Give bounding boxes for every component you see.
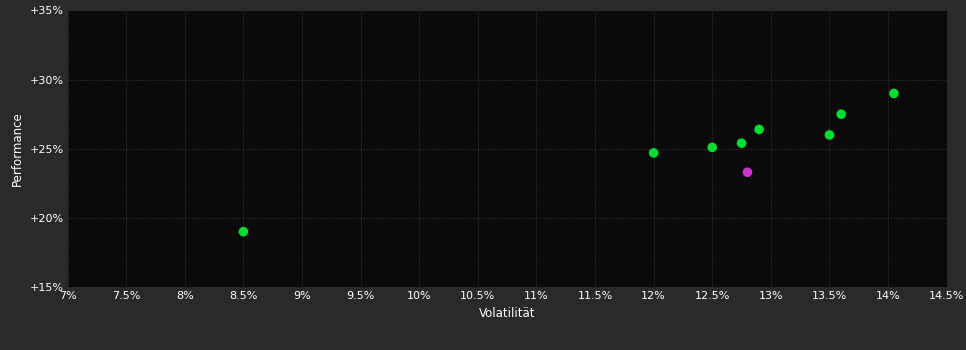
X-axis label: Volatilität: Volatilität: [479, 307, 535, 320]
Point: [740, 169, 755, 175]
Point: [646, 150, 662, 156]
Y-axis label: Performance: Performance: [11, 111, 24, 186]
Point: [734, 140, 750, 146]
Point: [236, 229, 251, 234]
Point: [886, 91, 901, 96]
Point: [822, 132, 838, 138]
Point: [704, 145, 720, 150]
Point: [752, 127, 767, 132]
Point: [834, 111, 849, 117]
